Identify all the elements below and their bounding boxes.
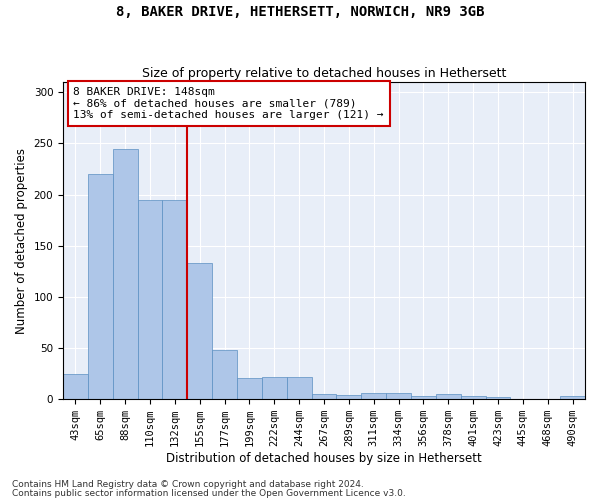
Text: Contains HM Land Registry data © Crown copyright and database right 2024.: Contains HM Land Registry data © Crown c… [12, 480, 364, 489]
Bar [485, 397, 511, 399]
Bar [187, 263, 212, 399]
Bar [386, 393, 411, 399]
Bar [287, 376, 311, 399]
Bar [237, 378, 262, 399]
X-axis label: Distribution of detached houses by size in Hethersett: Distribution of detached houses by size … [166, 452, 482, 465]
Text: 8, BAKER DRIVE, HETHERSETT, NORWICH, NR9 3GB: 8, BAKER DRIVE, HETHERSETT, NORWICH, NR9… [116, 5, 484, 19]
Bar [411, 396, 436, 399]
Bar [137, 200, 163, 399]
Bar [163, 200, 187, 399]
Bar [337, 395, 361, 399]
Bar [212, 350, 237, 399]
Y-axis label: Number of detached properties: Number of detached properties [15, 148, 28, 334]
Title: Size of property relative to detached houses in Hethersett: Size of property relative to detached ho… [142, 66, 506, 80]
Bar [436, 394, 461, 399]
Bar [311, 394, 337, 399]
Bar [88, 174, 113, 399]
Bar [113, 148, 137, 399]
Bar [262, 376, 287, 399]
Text: Contains public sector information licensed under the Open Government Licence v3: Contains public sector information licen… [12, 489, 406, 498]
Bar [361, 393, 386, 399]
Bar [560, 396, 585, 399]
Text: 8 BAKER DRIVE: 148sqm
← 86% of detached houses are smaller (789)
13% of semi-det: 8 BAKER DRIVE: 148sqm ← 86% of detached … [73, 87, 384, 120]
Bar [63, 374, 88, 399]
Bar [461, 396, 485, 399]
